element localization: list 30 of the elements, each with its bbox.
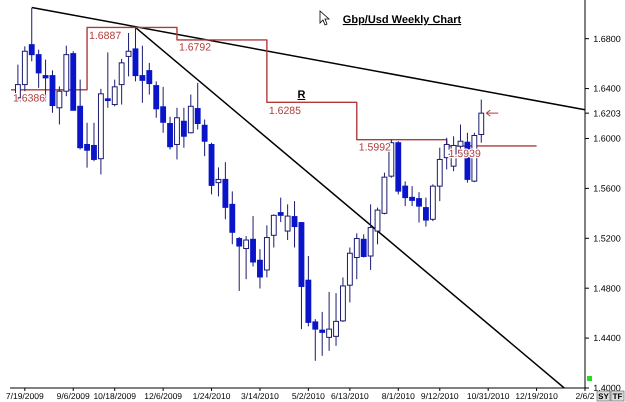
- x-tick-label: 10/31/2010: [466, 391, 510, 401]
- x-tick-label: 5/2/2010: [292, 391, 326, 401]
- y-tick-label: 1.6800: [593, 34, 621, 44]
- y-tick-label: 1.4000: [593, 383, 621, 394]
- x-tick-label: 9/6/2009: [56, 391, 90, 401]
- text: Gbp/Usd Weekly Chart: [342, 14, 462, 26]
- x-tick-label: 3/14/2010: [241, 391, 280, 401]
- x-tick-label: 9/12/2010: [420, 391, 459, 401]
- annotation: R: [297, 88, 306, 101]
- y-tick-label: 1.6000: [593, 134, 621, 144]
- annotation: 1.6792: [178, 42, 212, 54]
- x-tick-label: 1/24/2010: [192, 391, 231, 401]
- y-tick-label: 1.5200: [593, 233, 621, 244]
- y-tick-label: 1.4800: [593, 283, 621, 294]
- y-tick-label: 1.6203: [593, 108, 621, 118]
- annotation: 1.6887: [89, 30, 122, 42]
- x-tick-label: 7/19/2009: [6, 391, 44, 401]
- x-tick-label: 8/1/2010: [382, 391, 416, 401]
- x-tick-label: 10/18/2009: [93, 391, 136, 401]
- y-tick-label: 1.6400: [593, 84, 621, 94]
- y-tick-label: 1.4400: [593, 333, 621, 344]
- annotation: 1.6386: [12, 92, 46, 104]
- y-tick-label: 1.5600: [593, 184, 621, 194]
- toolbar-button: SY: [596, 390, 610, 402]
- x-tick-label: 12/19/2010: [515, 391, 558, 401]
- x-tick-label: 6/13/2010: [330, 391, 370, 401]
- x-tick-label: 2/6/2: [576, 391, 595, 401]
- x-tick-label: 12/6/2009: [144, 391, 182, 401]
- annotation: 1.6285: [268, 104, 302, 117]
- toolbar-button: TF: [610, 390, 624, 402]
